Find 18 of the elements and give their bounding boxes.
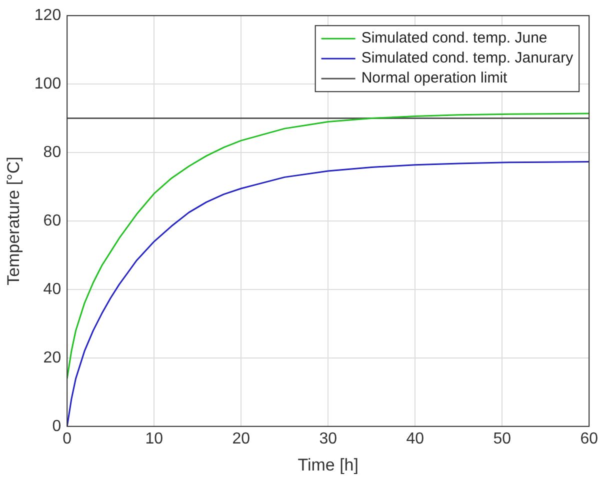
x-axis-title: Time [h]	[298, 455, 358, 474]
y-tick-label: 40	[43, 280, 62, 298]
y-tick-label: 60	[43, 212, 62, 230]
x-tick-label: 10	[145, 430, 164, 448]
x-tick-label: 20	[232, 430, 250, 448]
x-tick-label: 30	[319, 430, 338, 448]
y-tick-label: 0	[52, 418, 62, 435]
y-tick-label: 100	[34, 75, 62, 92]
y-tick-label: 80	[43, 144, 62, 161]
legend-label: Simulated cond. temp. June	[361, 30, 548, 47]
y-axis-title: Temperature [°C]	[4, 156, 23, 286]
x-tick-label: 40	[406, 430, 424, 448]
x-tick-label: 50	[493, 430, 512, 448]
legend-label: Simulated cond. temp. Janurary	[361, 50, 574, 67]
y-tick-label: 120	[34, 7, 62, 24]
y-tick-label: 20	[43, 349, 62, 366]
x-tick-label: 60	[580, 430, 598, 448]
legend-label: Normal operation limit	[361, 70, 508, 87]
